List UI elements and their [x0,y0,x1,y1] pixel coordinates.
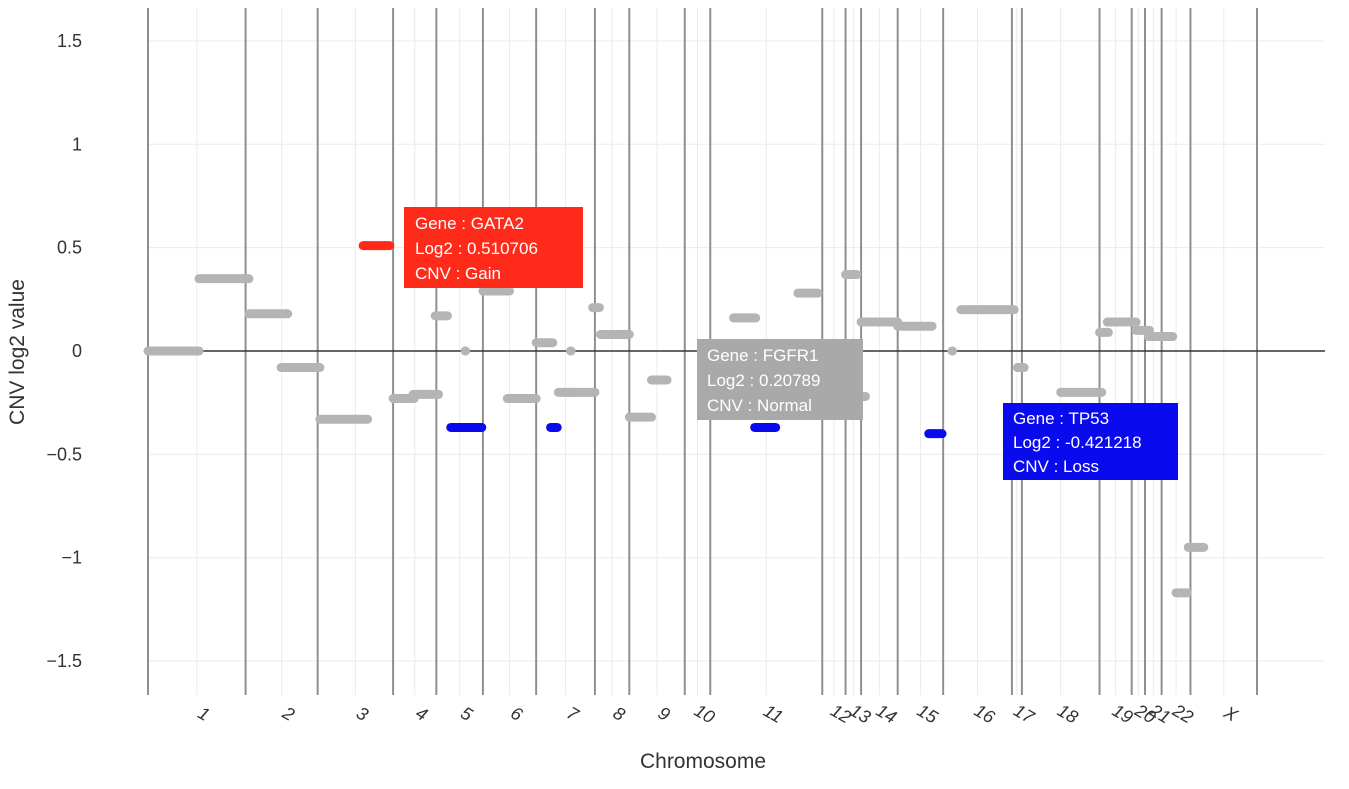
hover-gene: Gene : GATA2 [415,214,524,233]
y-axis-title: CNV log2 value [6,279,29,425]
x-tick-label: 15 [914,700,942,728]
hover-label-fgfr1: Gene : FGFR1 Log2 : 0.20789 CNV : Normal [697,339,863,420]
y-tick-label: 1.5 [57,31,82,51]
x-tick-label: 13 [847,700,874,727]
x-axis-title: Chromosome [640,750,766,773]
x-tick-label: 3 [353,703,372,725]
y-tick-label: −1.5 [46,651,82,671]
hover-labels: Gene : GATA2 Log2 : 0.510706 CNV : Gain … [404,207,1178,480]
x-tick-label: 18 [1054,700,1081,727]
y-tick-label: 1 [72,134,82,154]
hover-label-gata2: Gene : GATA2 Log2 : 0.510706 CNV : Gain [404,207,583,288]
x-tick-label: 16 [971,700,999,728]
x-tick-label: 2 [278,702,298,725]
hover-gene: Gene : FGFR1 [707,346,818,365]
hover-log2: Log2 : 0.510706 [415,239,538,258]
hover-log2: Log2 : 0.20789 [707,371,820,390]
x-tick-label: 5 [457,703,477,726]
y-tick-label: −1 [61,548,82,568]
x-tick-label: 4 [412,703,431,725]
hover-cnv: CNV : Loss [1013,457,1099,476]
x-tick-label: 8 [610,703,629,725]
x-tick-label: 14 [873,700,900,727]
x-tick-label: 11 [760,700,786,727]
x-tick-label: 17 [1010,700,1038,728]
hover-cnv: CNV : Gain [415,264,501,283]
x-tick-label: 7 [563,703,583,726]
x-tick-label: 10 [691,700,718,727]
x-tick-label: 1 [194,703,213,725]
hover-box [404,207,583,288]
y-tick-labels: 1.5 1 0.5 0 −0.5 −1 −1.5 [46,31,82,671]
hover-cnv: CNV : Normal [707,396,812,415]
x-tick-label: 6 [507,703,527,726]
y-tick-label: 0.5 [57,238,82,258]
x-tick-label: 19 [1109,700,1136,727]
y-tick-label: 0 [72,341,82,361]
hover-box [697,339,863,420]
hover-log2: Log2 : -0.421218 [1013,433,1142,452]
x-tick-label: 22 [1169,700,1197,728]
x-tick-label: 9 [655,703,674,725]
y-tick-label: −0.5 [46,444,82,464]
hover-box [1003,403,1178,480]
hover-label-tp53: Gene : TP53 Log2 : -0.421218 CNV : Loss [1003,403,1178,480]
hover-gene: Gene : TP53 [1013,409,1109,428]
x-tick-label: X [1220,702,1242,726]
